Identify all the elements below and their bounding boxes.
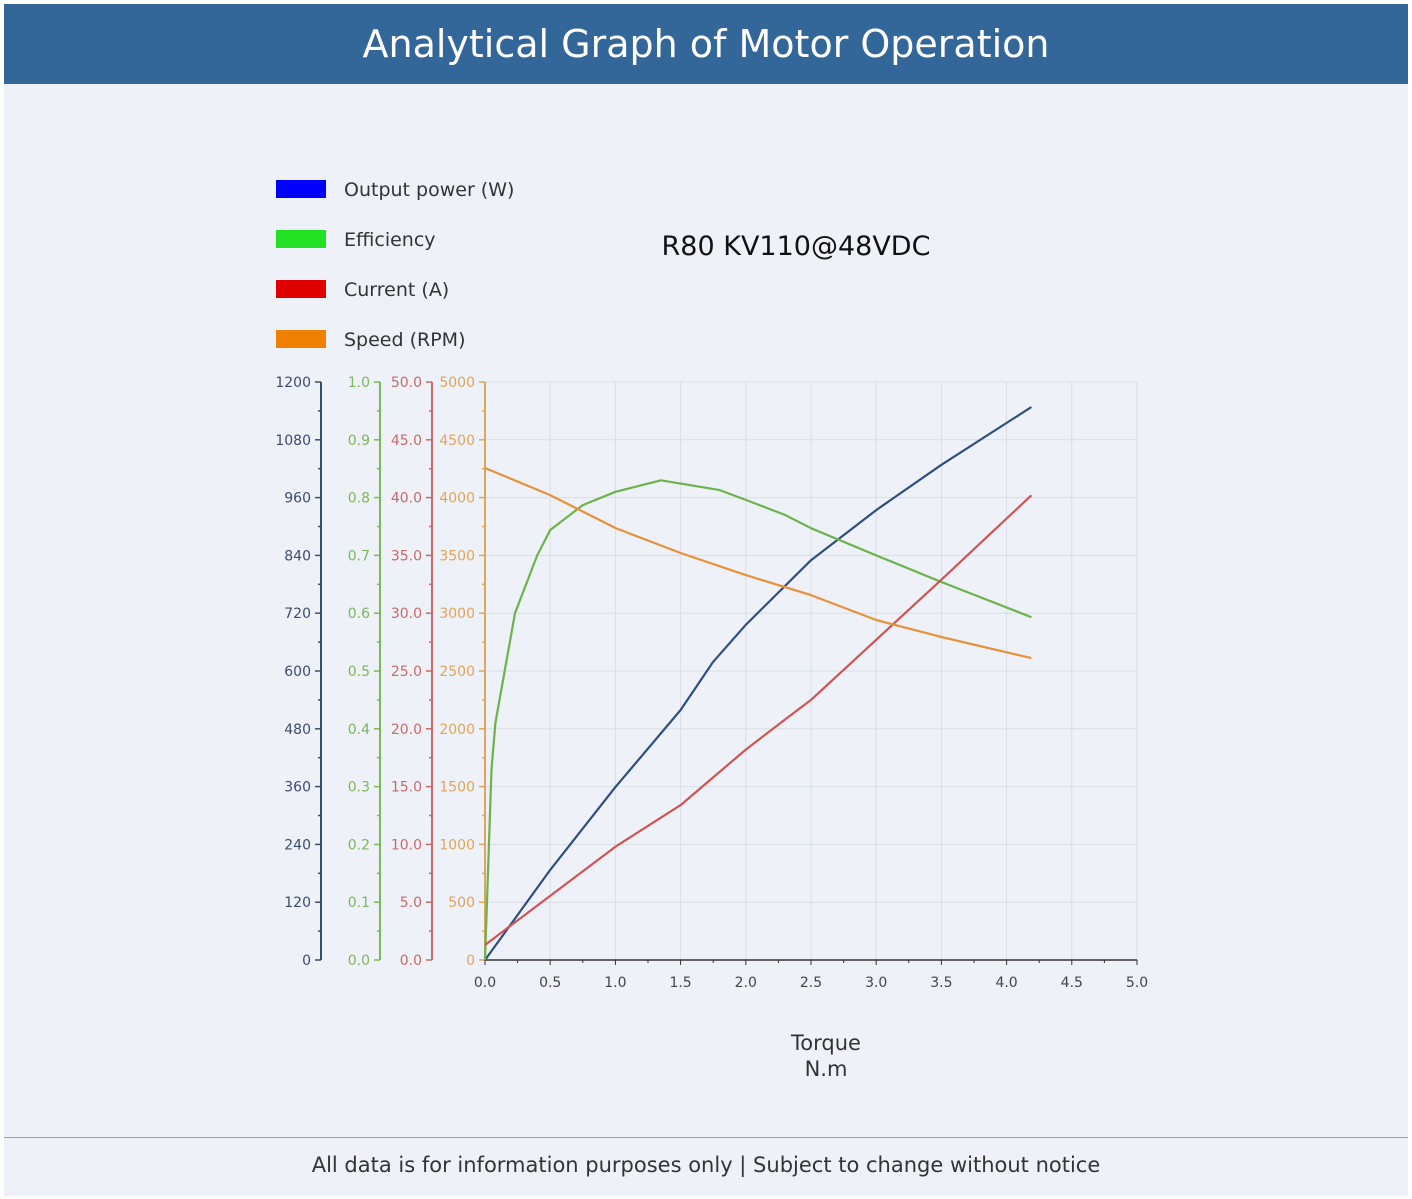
y-tick-label: 360 [284,780,311,796]
x-axis-unit: N.m [805,1057,848,1081]
legend-swatch-eff [276,230,326,248]
y-tick-label: 840 [284,548,311,564]
x-tick-label: 5.0 [1126,975,1148,991]
y-tick-label: 45.0 [391,433,422,449]
page-background [4,4,1408,1196]
y-tick-label: 1500 [439,780,475,796]
y-tick-label: 0.3 [348,780,370,796]
x-axis-label: Torque [790,1031,861,1055]
y-tick-label: 1.0 [348,375,370,391]
y-tick-label: 3500 [439,548,475,564]
y-tick-label: 10.0 [391,837,422,853]
y-tick-label: 0.0 [348,953,370,969]
y-tick-label: 0.0 [400,953,422,969]
y-axis-power: 0 120 240 360 480 600 720 840 960 1080 1200 [275,375,322,969]
x-tick-label: 4.0 [995,975,1017,991]
series-line-eff [483,479,1032,961]
y-axis-speed: 0 500 1000 1500 2000 2500 3000 3500 4000 4500 5000 [439,375,486,969]
y-tick-label: 0 [302,953,311,969]
y-tick-label: 30.0 [391,606,422,622]
x-tick-label: 4.5 [1061,975,1083,991]
y-tick-label: 720 [284,606,311,622]
legend-label-eff: Efficiency [344,229,436,251]
y-tick-label: 0.4 [348,722,370,738]
y-tick-label: 600 [284,664,311,680]
x-tick-label: 0.5 [539,975,561,991]
x-axis: 0.0 0.5 1.0 1.5 2.0 2.5 3.0 3.5 4.0 4.5 5.0 [474,959,1148,991]
y-tick-label: 0.6 [348,606,370,622]
y-tick-label: 500 [448,895,475,911]
y-tick-label: 15.0 [391,780,422,796]
y-tick-label: 1200 [275,375,311,391]
y-tick-label: 960 [284,491,311,507]
y-tick-label: 2500 [439,664,475,680]
y-tick-label: 4000 [439,491,475,507]
legend-swatch-current [276,280,326,298]
y-tick-label: 0.5 [348,664,370,680]
x-tick-label: 1.0 [604,975,626,991]
y-tick-label: 40.0 [391,491,422,507]
legend-swatch-power [276,180,326,198]
y-axes: 0120240360480600720840960108012000.00.10… [275,375,486,969]
y-tick-label: 0.8 [348,491,370,507]
footer-disclaimer: All data is for information purposes onl… [311,1153,1101,1177]
y-tick-label: 50.0 [391,375,422,391]
x-tick-label: 3.5 [930,975,952,991]
grid [485,381,1138,960]
legend-label-current: Current (A) [344,279,449,301]
y-tick-label: 5.0 [400,895,422,911]
y-tick-label: 1000 [439,837,475,853]
y-tick-label: 0.7 [348,548,370,564]
x-tick-label: 3.0 [865,975,887,991]
y-tick-label: 0.1 [348,895,370,911]
y-axis-current: 0.0 5.0 10.0 15.0 20.0 25.0 30.0 35.0 40.0 45.0 50… [391,375,433,969]
series-line-power [484,406,1032,961]
footer-divider [4,1137,1408,1138]
y-tick-label: 35.0 [391,548,422,564]
y-tick-label: 2000 [439,722,475,738]
y-tick-label: 0.2 [348,837,370,853]
page-title: Analytical Graph of Motor Operation [4,4,1408,84]
x-tick-label: 1.5 [669,975,691,991]
legend-label-speed: Speed (RPM) [344,329,465,351]
y-tick-label: 0 [466,953,475,969]
series-lines [483,406,1033,961]
x-tick-label: 2.0 [735,975,757,991]
y-tick-label: 4500 [439,433,475,449]
series-line-speed [484,466,1032,660]
y-tick-label: 480 [284,722,311,738]
y-axis-eff: 0.0 0.1 0.2 0.3 0.4 0.5 0.6 0.7 0.8 0.9 1.0 [348,375,381,969]
y-tick-label: 3000 [439,606,475,622]
legend-label-power: Output power (W) [344,179,514,201]
y-tick-label: 0.9 [348,433,370,449]
y-tick-label: 1080 [275,433,311,449]
y-tick-label: 5000 [439,375,475,391]
legend-swatch-speed [276,330,326,348]
x-tick-label: 0.0 [474,975,496,991]
y-tick-label: 120 [284,895,311,911]
y-tick-label: 20.0 [391,722,422,738]
series-line-current [484,494,1033,946]
chart-title: R80 KV110@48VDC [662,231,931,262]
x-tick-label: 2.5 [800,975,822,991]
y-tick-label: 25.0 [391,664,422,680]
y-tick-label: 240 [284,837,311,853]
legend: Output power (W) Efficiency Current (A) Spe… [276,179,514,351]
